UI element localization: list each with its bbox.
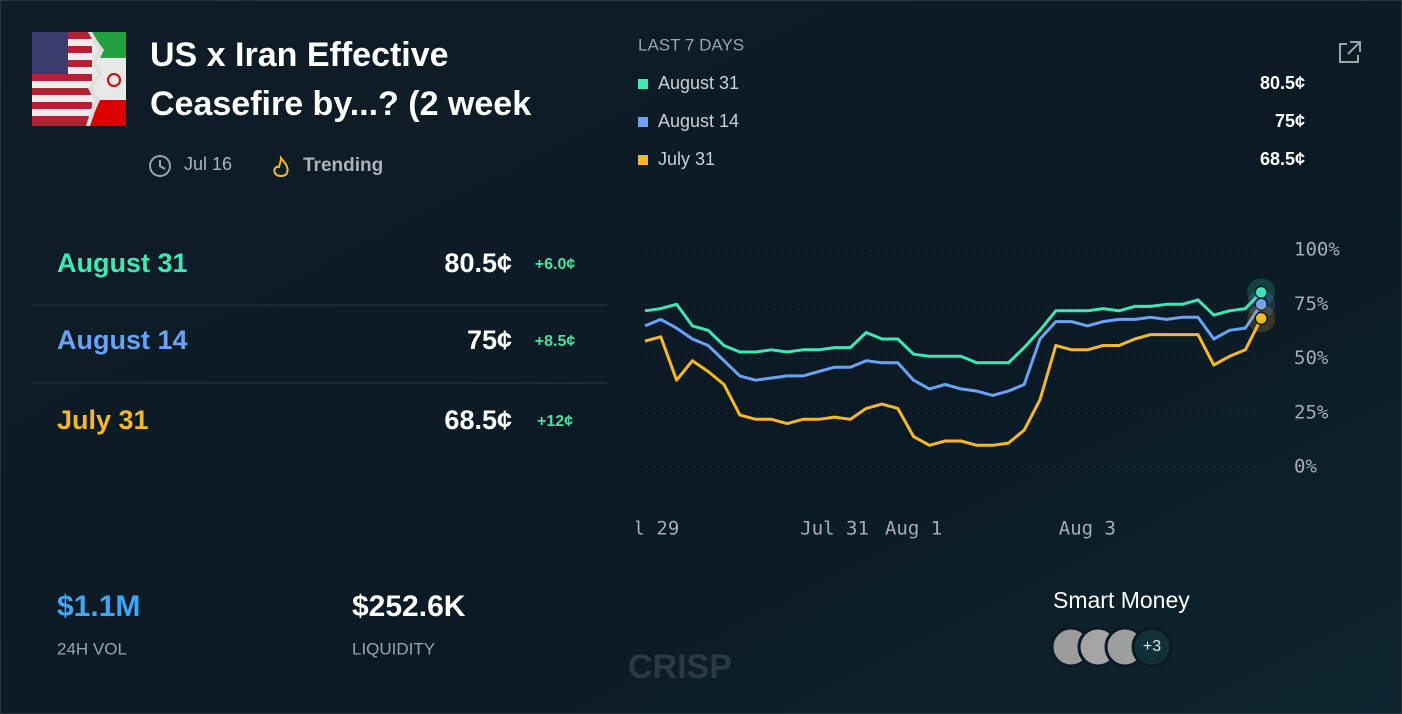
stat-value: $1.1M bbox=[57, 590, 140, 623]
y-tick-label: 75% bbox=[1294, 293, 1329, 315]
x-tick-label: Aug 1 bbox=[885, 518, 942, 540]
watermark: CRISP bbox=[628, 648, 732, 686]
x-tick-label: Aug 3 bbox=[1059, 518, 1116, 540]
y-tick-label: 100% bbox=[1294, 239, 1340, 261]
legend-swatch bbox=[638, 79, 648, 89]
y-tick-label: 25% bbox=[1294, 401, 1329, 423]
outcome-name: July 31 bbox=[57, 405, 149, 435]
outcome-change: +6.0¢ bbox=[535, 256, 576, 273]
end-dot bbox=[1254, 311, 1268, 326]
stat-value: $252.6K bbox=[352, 590, 466, 623]
smart-money-title: Smart Money bbox=[1053, 587, 1190, 613]
series-line bbox=[644, 317, 1263, 447]
smart-money-more: +3 bbox=[1143, 638, 1161, 655]
end-date: Jul 16 bbox=[184, 154, 232, 174]
legend-title: LAST 7 DAYS bbox=[638, 35, 744, 54]
trending-icon bbox=[273, 155, 289, 177]
market-title: Ceasefire by...? (2 week bbox=[150, 85, 531, 123]
legend-swatch bbox=[638, 155, 648, 165]
series-line bbox=[644, 303, 1263, 397]
outcome-name: August 31 bbox=[57, 248, 188, 278]
series-line bbox=[644, 291, 1263, 365]
x-axis-labels: Jul 29 Jul 31 Aug 1 Aug 3 bbox=[611, 518, 1116, 540]
outcome-price: 68.5¢ bbox=[444, 405, 512, 435]
y-tick-label: 50% bbox=[1294, 347, 1329, 369]
y-tick-label: 0% bbox=[1294, 456, 1317, 478]
legend-price: 75¢ bbox=[1275, 111, 1305, 131]
legend-price: 80.5¢ bbox=[1260, 73, 1305, 93]
outcome-price: 80.5¢ bbox=[444, 248, 512, 278]
stat-label: 24H VOL bbox=[57, 639, 127, 658]
legend-swatch bbox=[638, 117, 648, 127]
outcome-name: August 14 bbox=[57, 325, 188, 355]
stat-label: LIQUIDITY bbox=[352, 639, 435, 658]
trending-tag: Trending bbox=[303, 155, 383, 176]
open-link-button[interactable] bbox=[1339, 41, 1361, 63]
legend-name: August 31 bbox=[658, 73, 739, 93]
x-tick-label: Jul 29 bbox=[611, 518, 680, 540]
market-title: US x Iran Effective bbox=[150, 36, 449, 74]
legend-name: August 14 bbox=[658, 111, 739, 131]
end-dot bbox=[1254, 297, 1268, 311]
market-flag bbox=[32, 32, 126, 126]
x-tick-label: Jul 31 bbox=[800, 518, 869, 540]
smart-money-avatars[interactable] bbox=[1050, 626, 1173, 668]
outcome-price: 75¢ bbox=[467, 325, 512, 355]
legend-price: 68.5¢ bbox=[1260, 149, 1305, 169]
outcome-change: +8.5¢ bbox=[535, 333, 576, 350]
legend-name: July 31 bbox=[658, 149, 715, 169]
outcome-change: +12¢ bbox=[537, 413, 573, 430]
clock-icon bbox=[149, 155, 171, 177]
